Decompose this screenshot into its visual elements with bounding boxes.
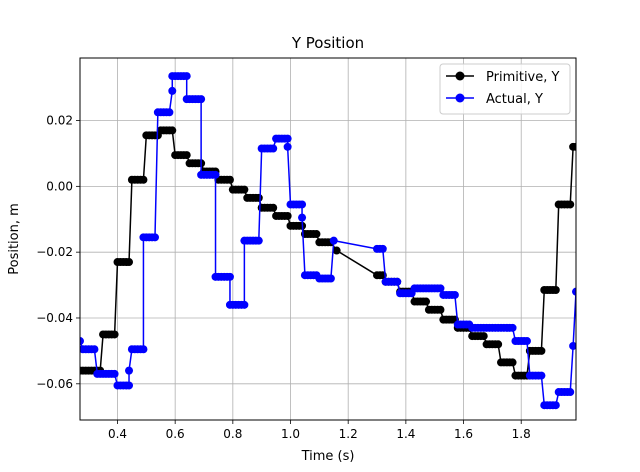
data-point bbox=[254, 236, 263, 245]
y-tick-label: −0.02 bbox=[36, 245, 73, 259]
data-point bbox=[326, 274, 335, 283]
chart-title: Y Position bbox=[291, 34, 364, 52]
data-point bbox=[494, 340, 503, 349]
y-axis: −0.06 −0.04 −0.02 0.00 0.02 bbox=[36, 114, 80, 391]
data-point bbox=[182, 151, 191, 160]
legend-label-actual: Actual, Y bbox=[486, 92, 543, 107]
grid bbox=[80, 58, 576, 420]
data-point bbox=[225, 175, 234, 184]
data-point bbox=[566, 388, 575, 397]
data-point bbox=[537, 346, 546, 355]
data-point bbox=[240, 185, 249, 194]
legend-label-primitive: Primitive, Y bbox=[486, 70, 560, 85]
x-tick-label: 1.4 bbox=[396, 427, 415, 441]
data-point bbox=[80, 337, 84, 346]
data-point bbox=[298, 200, 307, 209]
data-point bbox=[393, 277, 402, 286]
data-point bbox=[269, 203, 278, 212]
data-point bbox=[125, 258, 134, 267]
data-point bbox=[168, 126, 177, 135]
series-actual-y bbox=[80, 72, 576, 410]
x-tick-label: 0.8 bbox=[223, 427, 242, 441]
data-point bbox=[165, 108, 174, 117]
data-point bbox=[450, 290, 459, 299]
data-point bbox=[378, 244, 387, 253]
data-point bbox=[329, 236, 338, 245]
y-tick-label: −0.04 bbox=[36, 311, 73, 325]
plot-area bbox=[80, 72, 576, 410]
legend: Primitive, Y Actual, Y bbox=[439, 63, 571, 115]
data-point bbox=[422, 297, 431, 306]
x-tick-label: 1.2 bbox=[339, 427, 358, 441]
data-point bbox=[182, 72, 191, 81]
data-point bbox=[522, 337, 531, 346]
data-point bbox=[240, 300, 249, 309]
data-point bbox=[537, 371, 546, 380]
legend-marker-actual bbox=[455, 93, 465, 103]
data-point bbox=[211, 170, 220, 179]
data-point bbox=[436, 284, 445, 293]
data-point bbox=[110, 369, 119, 378]
data-point bbox=[283, 142, 292, 151]
x-tick-label: 1.0 bbox=[281, 427, 300, 441]
data-point bbox=[139, 175, 148, 184]
data-point bbox=[508, 323, 517, 332]
legend-marker-primitive bbox=[455, 71, 465, 81]
data-point bbox=[125, 381, 134, 390]
data-point bbox=[572, 287, 576, 296]
data-point bbox=[572, 142, 576, 151]
data-point bbox=[312, 230, 321, 239]
x-axis-label: Time (s) bbox=[301, 449, 355, 464]
data-point bbox=[283, 134, 292, 143]
data-point bbox=[225, 272, 234, 281]
data-point bbox=[90, 345, 99, 354]
data-point bbox=[508, 358, 517, 367]
data-point bbox=[197, 95, 206, 104]
data-point bbox=[566, 200, 575, 209]
x-tick-label: 0.4 bbox=[108, 427, 127, 441]
data-point bbox=[569, 341, 576, 350]
data-point bbox=[551, 286, 560, 295]
x-tick-label: 0.6 bbox=[166, 427, 185, 441]
y-axis-label: Position, m bbox=[7, 203, 22, 275]
data-point bbox=[168, 86, 177, 95]
data-point bbox=[269, 144, 278, 153]
data-point bbox=[436, 305, 445, 314]
y-tick-label: 0.00 bbox=[46, 179, 73, 193]
plot-frame bbox=[79, 57, 577, 421]
x-axis: 0.4 0.6 0.8 1.0 1.2 1.4 1.6 1.8 bbox=[108, 420, 531, 441]
data-point bbox=[479, 332, 488, 341]
data-point bbox=[332, 246, 341, 255]
data-point bbox=[283, 211, 292, 220]
data-point bbox=[125, 366, 134, 375]
y-tick-label: −0.06 bbox=[36, 377, 73, 391]
x-tick-label: 1.8 bbox=[512, 427, 531, 441]
data-point bbox=[551, 401, 560, 410]
data-point bbox=[254, 193, 263, 202]
data-point bbox=[298, 213, 307, 222]
data-point bbox=[110, 330, 119, 339]
x-tick-label: 1.6 bbox=[454, 427, 473, 441]
y-tick-label: 0.02 bbox=[46, 114, 73, 128]
data-point bbox=[150, 233, 159, 242]
data-point bbox=[139, 345, 148, 354]
